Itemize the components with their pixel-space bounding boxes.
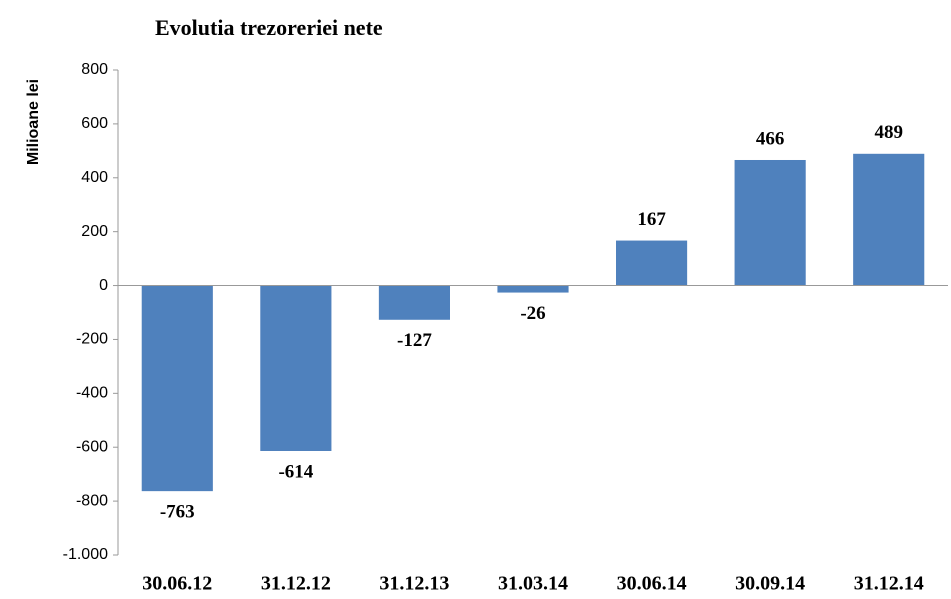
y-tick-label: -200 bbox=[76, 331, 108, 348]
data-label: 466 bbox=[756, 128, 785, 149]
y-tick-label: 200 bbox=[81, 223, 108, 240]
x-tick-label: 31.12.13 bbox=[379, 573, 449, 595]
data-label: 167 bbox=[637, 209, 666, 230]
x-tick-label: 31.12.12 bbox=[261, 573, 331, 595]
x-tick-label: 31.03.14 bbox=[498, 573, 568, 595]
y-tick-label: 0 bbox=[99, 277, 108, 294]
data-label: -127 bbox=[397, 330, 432, 351]
y-tick-label: -1.000 bbox=[63, 546, 108, 563]
y-tick-label: 400 bbox=[81, 169, 108, 186]
data-label: -763 bbox=[160, 502, 195, 523]
bar bbox=[497, 285, 569, 293]
bar bbox=[260, 285, 332, 451]
y-axis-label: Milioane lei bbox=[25, 79, 42, 165]
bar bbox=[734, 159, 806, 286]
bar bbox=[616, 240, 688, 286]
bar bbox=[853, 153, 925, 286]
x-tick-label: 30.09.14 bbox=[735, 573, 805, 595]
y-tick-label: 600 bbox=[81, 115, 108, 132]
y-tick-label: 800 bbox=[81, 61, 108, 78]
chart-title: Evolutia trezoreriei nete bbox=[155, 15, 383, 40]
x-tick-label: 30.06.14 bbox=[617, 573, 687, 595]
y-tick-label: -800 bbox=[76, 492, 108, 509]
data-label: -26 bbox=[520, 303, 545, 324]
data-label: 489 bbox=[874, 122, 903, 143]
x-tick-label: 31.12.14 bbox=[854, 573, 924, 595]
data-label: -614 bbox=[278, 461, 313, 482]
bar bbox=[378, 285, 450, 320]
y-tick-label: -400 bbox=[76, 385, 108, 402]
y-tick-label: -600 bbox=[76, 438, 108, 455]
x-tick-label: 30.06.12 bbox=[142, 573, 212, 595]
bar bbox=[141, 285, 213, 492]
